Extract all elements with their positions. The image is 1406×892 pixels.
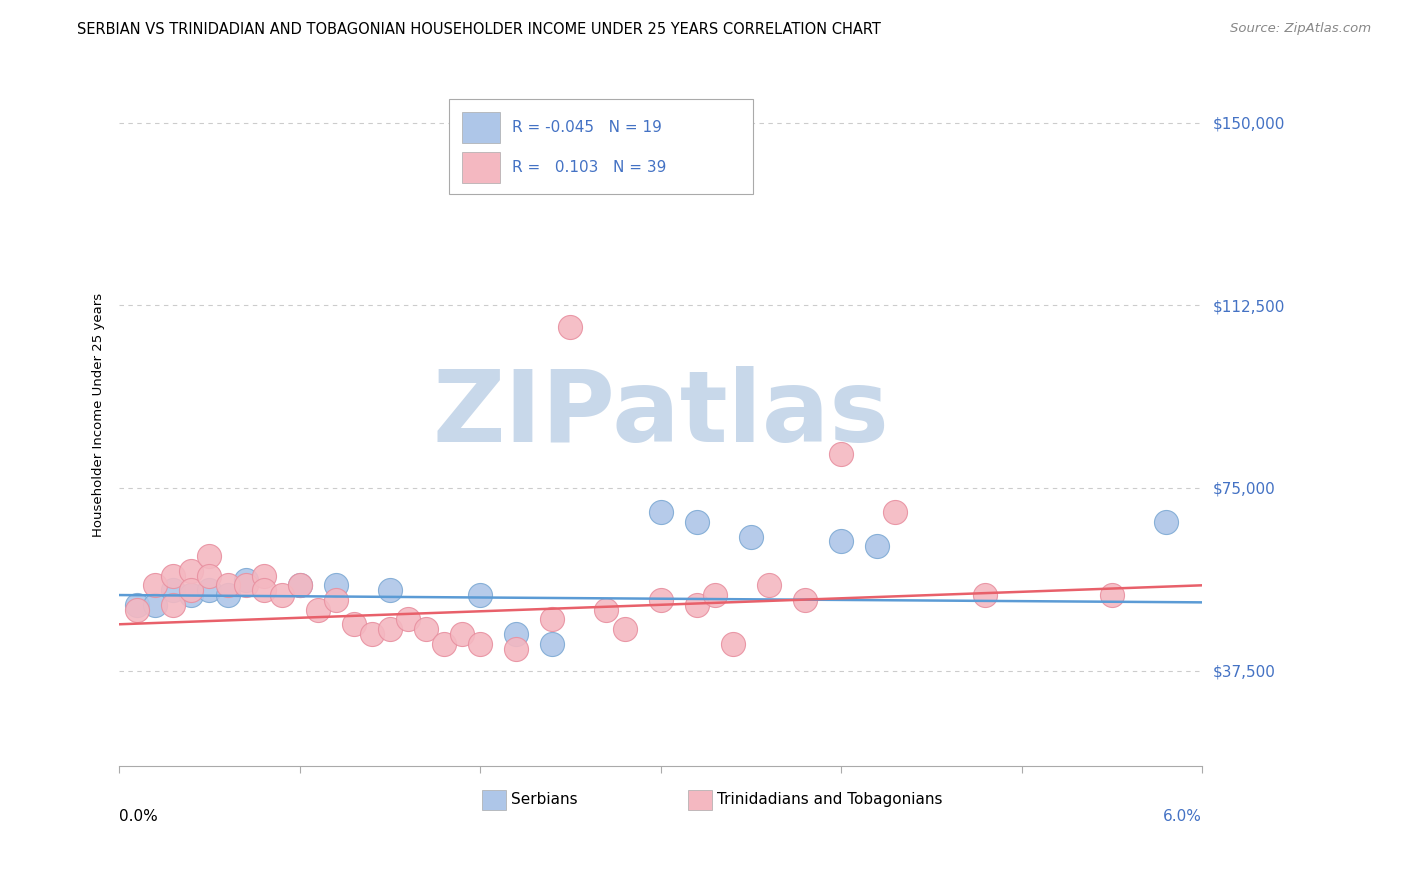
Point (758, 578, 780, 592)
Point (613, 622, 636, 636)
Point (307, 602, 329, 616)
Point (740, 530, 762, 544)
Point (180, 588, 202, 602)
Point (560, 320, 582, 334)
Point (127, 602, 149, 616)
Point (884, 505, 907, 519)
Point (252, 568, 274, 582)
Point (396, 612, 419, 626)
Point (650, 593, 672, 607)
FancyBboxPatch shape (482, 790, 506, 810)
Y-axis label: Householder Income Under 25 years: Householder Income Under 25 years (93, 293, 105, 537)
Point (470, 588, 492, 602)
Point (830, 447, 852, 461)
Point (794, 593, 817, 607)
Point (270, 588, 292, 602)
Point (162, 598, 184, 612)
Point (325, 593, 347, 607)
Text: R =   0.103   N = 39: R = 0.103 N = 39 (512, 160, 666, 175)
Point (541, 637, 564, 651)
Point (143, 598, 166, 612)
Point (378, 622, 401, 636)
FancyBboxPatch shape (688, 790, 711, 810)
Point (162, 568, 184, 582)
Point (866, 539, 889, 553)
Point (235, 578, 257, 592)
Text: SERBIAN VS TRINIDADIAN AND TOBAGONIAN HOUSEHOLDER INCOME UNDER 25 YEARS CORRELAT: SERBIAN VS TRINIDADIAN AND TOBAGONIAN HO… (77, 22, 882, 37)
Text: ZIPatlas: ZIPatlas (432, 367, 889, 463)
Point (198, 583, 221, 598)
Point (974, 588, 997, 602)
Point (217, 578, 239, 592)
Point (288, 578, 311, 592)
Point (217, 588, 239, 602)
Point (343, 617, 366, 632)
FancyBboxPatch shape (463, 112, 501, 144)
Point (541, 612, 564, 626)
Point (686, 598, 709, 612)
Point (180, 564, 202, 578)
Point (325, 578, 347, 592)
Point (703, 588, 725, 602)
Point (288, 578, 311, 592)
Point (650, 505, 672, 519)
Text: Serbians: Serbians (512, 792, 578, 807)
Point (415, 622, 437, 636)
Point (1154, 515, 1177, 529)
Point (451, 627, 474, 641)
Point (252, 583, 274, 598)
Point (198, 549, 221, 563)
Point (721, 637, 744, 651)
Point (143, 578, 166, 592)
Point (378, 583, 401, 598)
Text: R = -0.045   N = 19: R = -0.045 N = 19 (512, 120, 662, 135)
Point (127, 598, 149, 612)
Point (1101, 588, 1123, 602)
Point (180, 583, 202, 598)
Point (162, 583, 184, 598)
Point (470, 637, 492, 651)
Text: 6.0%: 6.0% (1163, 809, 1202, 824)
Point (235, 574, 257, 588)
Point (198, 568, 221, 582)
Point (505, 627, 527, 641)
Point (686, 515, 709, 529)
Point (595, 602, 617, 616)
Point (830, 534, 852, 549)
Point (505, 641, 527, 656)
Text: Trinidadians and Tobagonians: Trinidadians and Tobagonians (717, 792, 942, 807)
Point (360, 627, 382, 641)
Text: 0.0%: 0.0% (120, 809, 157, 824)
FancyBboxPatch shape (450, 99, 752, 194)
Text: Source: ZipAtlas.com: Source: ZipAtlas.com (1230, 22, 1371, 36)
Point (433, 637, 456, 651)
FancyBboxPatch shape (463, 152, 501, 184)
